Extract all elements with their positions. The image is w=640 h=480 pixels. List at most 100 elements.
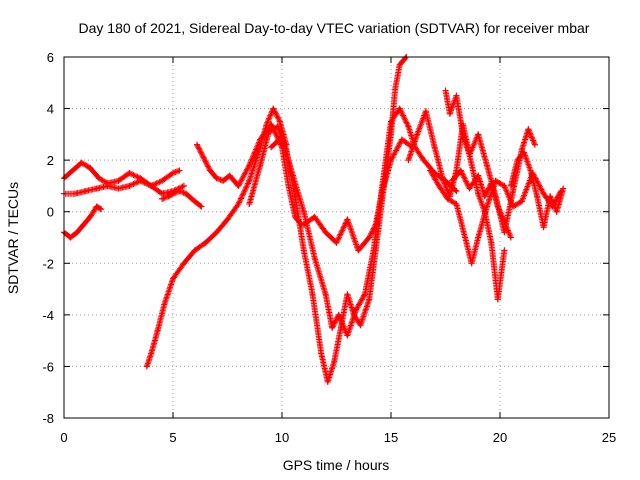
- data-point: [453, 188, 460, 195]
- y-tick-label: 4: [47, 102, 54, 117]
- data-point: [115, 177, 122, 184]
- series-markers: [61, 159, 183, 189]
- data-point: [263, 121, 270, 128]
- series-track-3: [61, 203, 105, 241]
- data-point: [93, 203, 100, 210]
- data-point: [520, 149, 527, 156]
- data-point: [560, 185, 567, 192]
- y-tick-label: 2: [47, 153, 54, 168]
- series-track-2: [61, 177, 187, 197]
- data-point: [357, 322, 364, 329]
- data-point: [246, 177, 253, 184]
- data-point: [126, 170, 133, 177]
- data-point: [324, 378, 331, 385]
- data-point: [98, 206, 105, 213]
- data-point: [507, 182, 514, 189]
- data-point: [235, 182, 242, 189]
- series-track-6: [143, 105, 290, 370]
- tick-labels: 0 5 10 15 20 25 -8 -6 -4 -2 0 2 4 6: [42, 50, 616, 445]
- data-point: [392, 84, 399, 91]
- data-point: [246, 200, 253, 207]
- data-point: [309, 291, 316, 298]
- data-point: [95, 175, 102, 182]
- data-point: [420, 157, 427, 164]
- data-point: [276, 118, 283, 125]
- data-point: [475, 234, 482, 241]
- series-track-10: [405, 108, 508, 303]
- data-point: [300, 247, 307, 254]
- data-point: [501, 219, 508, 226]
- data-point: [459, 131, 466, 138]
- data-point: [257, 162, 264, 169]
- data-point: [207, 167, 214, 174]
- data-point: [510, 188, 517, 195]
- data-point: [444, 195, 451, 202]
- data-point: [165, 193, 172, 200]
- x-tick-label: 20: [493, 430, 507, 445]
- data-point: [372, 221, 379, 228]
- data-point: [322, 229, 329, 236]
- data-point: [388, 157, 394, 164]
- data-point: [198, 203, 205, 210]
- data-point: [170, 170, 176, 177]
- data-point: [483, 203, 490, 210]
- plot-frame: [63, 56, 610, 419]
- data-point: [494, 203, 501, 210]
- data-point: [87, 164, 94, 171]
- data-point: [285, 182, 292, 189]
- data-point: [333, 239, 340, 246]
- data-point: [494, 296, 501, 303]
- data-point: [170, 275, 176, 282]
- data-point: [104, 182, 111, 189]
- data-point: [180, 260, 187, 267]
- data-point: [422, 108, 429, 115]
- y-tick-label: 6: [47, 50, 54, 65]
- data-point: [71, 190, 78, 197]
- x-tick-label: 15: [384, 430, 398, 445]
- data-point: [405, 157, 412, 164]
- data-point: [453, 92, 460, 99]
- data-point: [446, 110, 453, 117]
- data-point: [148, 182, 155, 189]
- data-point: [370, 247, 377, 254]
- data-point: [318, 350, 325, 357]
- data-point: [311, 255, 318, 262]
- series-track-14: [449, 167, 514, 241]
- data-point: [475, 172, 482, 179]
- data-point: [159, 195, 166, 202]
- data-point: [143, 363, 150, 370]
- series-markers: [61, 203, 105, 241]
- data-point: [518, 198, 525, 205]
- data-point: [427, 167, 434, 174]
- data-point: [466, 185, 473, 192]
- data-point: [453, 200, 460, 207]
- data-point: [379, 188, 386, 195]
- data-point: [405, 123, 412, 130]
- data-point: [180, 182, 187, 189]
- data-point: [226, 172, 233, 179]
- data-point: [483, 162, 490, 169]
- data-point: [388, 118, 394, 125]
- data-point: [488, 180, 495, 187]
- data-point: [159, 177, 166, 184]
- data-point: [475, 131, 482, 138]
- data-point: [78, 159, 85, 166]
- data-point: [431, 144, 438, 151]
- data-point: [191, 247, 198, 254]
- data-point: [462, 234, 469, 241]
- data-point: [200, 154, 207, 161]
- data-point: [268, 144, 275, 151]
- data-point: [514, 157, 521, 164]
- y-tick-label: -2: [42, 256, 54, 271]
- data-point: [159, 190, 166, 197]
- data-point: [87, 213, 94, 220]
- data-point: [534, 193, 541, 200]
- data-point: [220, 177, 227, 184]
- data-point: [176, 167, 183, 174]
- data-points: [61, 54, 567, 385]
- data-point: [344, 216, 351, 223]
- data-point: [161, 301, 168, 308]
- data-point: [246, 162, 253, 169]
- data-point: [510, 203, 517, 210]
